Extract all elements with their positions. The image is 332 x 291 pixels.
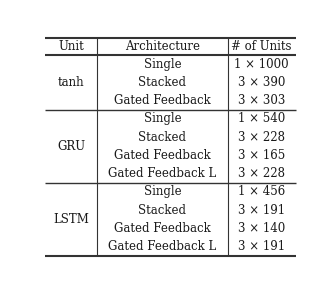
Text: 3 × 165: 3 × 165 — [238, 149, 285, 162]
Text: # of Units: # of Units — [231, 40, 292, 53]
Text: GRU: GRU — [57, 140, 85, 153]
Text: tanh: tanh — [58, 76, 84, 89]
Text: 1 × 1000: 1 × 1000 — [234, 58, 289, 71]
Text: Stacked: Stacked — [138, 76, 186, 89]
Text: Gated Feedback L: Gated Feedback L — [108, 240, 216, 253]
Text: Stacked: Stacked — [138, 204, 186, 217]
Text: Gated Feedback: Gated Feedback — [114, 222, 211, 235]
Text: 3 × 228: 3 × 228 — [238, 167, 285, 180]
Text: Stacked: Stacked — [138, 131, 186, 144]
Text: Single: Single — [143, 112, 181, 125]
Text: 3 × 228: 3 × 228 — [238, 131, 285, 144]
Text: 3 × 140: 3 × 140 — [238, 222, 285, 235]
Text: 1 × 456: 1 × 456 — [238, 185, 285, 198]
Text: Unit: Unit — [58, 40, 84, 53]
Text: Gated Feedback: Gated Feedback — [114, 149, 211, 162]
Text: 3 × 303: 3 × 303 — [238, 94, 285, 107]
Text: 3 × 191: 3 × 191 — [238, 240, 285, 253]
Text: 1 × 540: 1 × 540 — [238, 112, 285, 125]
Text: 3 × 390: 3 × 390 — [238, 76, 285, 89]
Text: Gated Feedback: Gated Feedback — [114, 94, 211, 107]
Text: Gated Feedback L: Gated Feedback L — [108, 167, 216, 180]
Text: 3 × 191: 3 × 191 — [238, 204, 285, 217]
Text: LSTM: LSTM — [53, 213, 89, 226]
Text: Architecture: Architecture — [125, 40, 200, 53]
Text: Single: Single — [143, 185, 181, 198]
Text: Single: Single — [143, 58, 181, 71]
